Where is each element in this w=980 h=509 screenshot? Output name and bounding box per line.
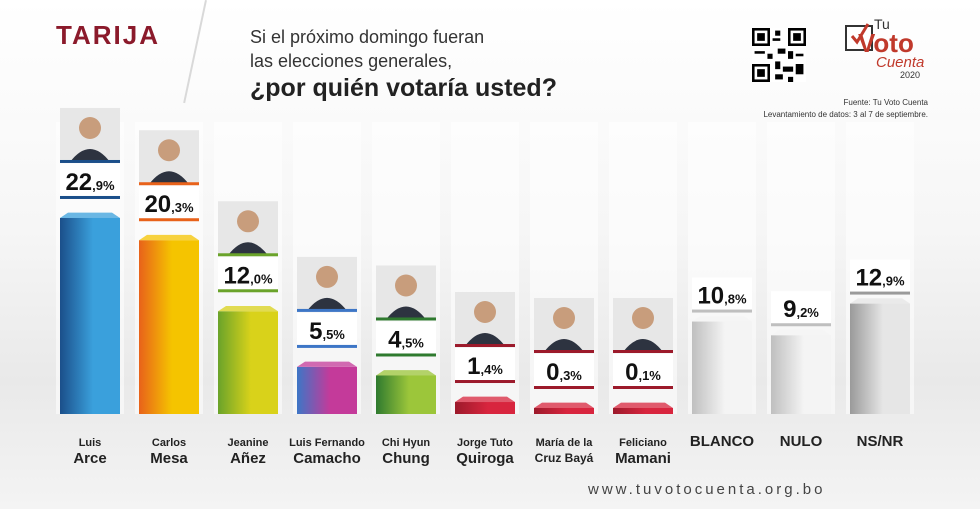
value-label-rule-6 bbox=[534, 386, 594, 389]
category-label-6: María de la Cruz Bayá bbox=[534, 437, 594, 465]
bar-7 bbox=[613, 408, 673, 414]
bar-top-7 bbox=[613, 402, 673, 408]
category-label-10: NS/NR bbox=[856, 433, 904, 450]
value-label-bg-10 bbox=[850, 259, 910, 294]
bar-1 bbox=[139, 240, 199, 414]
value-label-8: 10,8% bbox=[697, 283, 747, 310]
logo-year: 2020 bbox=[900, 70, 921, 80]
value-label-bg-7 bbox=[613, 354, 673, 388]
bar-top-5 bbox=[455, 396, 515, 403]
website-link[interactable]: www.tuvotocuenta.org.bo bbox=[588, 481, 826, 498]
question-main: ¿por quién votaría usted? bbox=[250, 74, 557, 102]
value-label-rule-5 bbox=[455, 380, 515, 384]
bar-top-6 bbox=[534, 402, 594, 408]
value-label-bg-8 bbox=[692, 277, 752, 312]
category-label-4: Chi Hyun Chung bbox=[381, 437, 431, 467]
value-label-bg-5 bbox=[455, 348, 515, 383]
candidate-photo-0 bbox=[60, 107, 120, 163]
value-label-7: 0,1% bbox=[625, 359, 661, 386]
value-label-9: 9,2% bbox=[783, 296, 819, 323]
tu-voto-cuenta-logo: Tu Voto Cuenta 2020 bbox=[844, 14, 934, 86]
value-label-5: 1,4% bbox=[467, 353, 503, 380]
bar-4 bbox=[376, 375, 436, 414]
bar-top-4 bbox=[376, 370, 436, 376]
category-label-1: Carlos Mesa bbox=[150, 437, 188, 467]
candidate-photo-1 bbox=[139, 130, 199, 186]
question-line-2: las elecciones generales, bbox=[250, 51, 453, 71]
candidate-photo-6 bbox=[534, 298, 594, 353]
bar-top-1 bbox=[139, 234, 199, 241]
candidate-photo-5 bbox=[455, 292, 515, 348]
category-label-0: Luis Arce bbox=[73, 437, 107, 467]
candidate-photo-4 bbox=[376, 265, 436, 321]
bar-top-0 bbox=[60, 212, 120, 218]
bar-3 bbox=[297, 366, 357, 414]
candidate-photo-2 bbox=[218, 201, 278, 257]
category-label-8: BLANCO bbox=[689, 433, 755, 450]
candidate-photo-3 bbox=[297, 256, 357, 312]
bar-top-2 bbox=[218, 305, 278, 312]
bar-5 bbox=[455, 402, 515, 414]
bar-top-10 bbox=[850, 298, 910, 304]
value-label-bg-4 bbox=[376, 321, 436, 356]
value-label-0: 22,9% bbox=[65, 169, 115, 196]
value-label-bg-0 bbox=[60, 163, 120, 198]
value-label-rule-10 bbox=[850, 291, 910, 295]
value-label-rule-7 bbox=[613, 386, 673, 389]
value-label-1: 20,3% bbox=[144, 191, 194, 218]
source-line: Fuente: Tu Voto Cuenta bbox=[843, 98, 928, 107]
bar-6 bbox=[534, 408, 594, 414]
question-line-1: Si el próximo domingo fueran bbox=[250, 27, 485, 47]
value-label-10: 12,9% bbox=[855, 265, 905, 292]
value-label-bg-1 bbox=[139, 186, 199, 221]
logo-tu: Tu bbox=[874, 16, 890, 32]
ballot-box-icon bbox=[845, 23, 873, 51]
bar-10 bbox=[850, 303, 910, 414]
value-label-3: 5,5% bbox=[309, 318, 345, 345]
value-label-bg-9 bbox=[771, 291, 831, 326]
category-label-9: NULO bbox=[779, 433, 823, 450]
bar-8 bbox=[692, 321, 752, 414]
logo-voto: Voto bbox=[858, 28, 914, 58]
value-label-bg-2 bbox=[218, 257, 278, 292]
bar-top-8 bbox=[692, 316, 752, 322]
bar-9 bbox=[771, 335, 831, 414]
value-label-bg-3 bbox=[297, 312, 357, 347]
category-label-5: Jorge Tuto Quiroga bbox=[456, 437, 514, 467]
value-label-rule-3 bbox=[297, 344, 357, 348]
value-label-rule-0 bbox=[60, 195, 120, 199]
survey-dates: Levantamiento de datos: 3 al 7 de septie… bbox=[763, 110, 928, 119]
bar-0 bbox=[60, 217, 120, 414]
qr-code-icon[interactable] bbox=[752, 28, 806, 82]
value-label-6: 0,3% bbox=[546, 359, 582, 386]
candidate-photo-7 bbox=[613, 298, 673, 353]
value-label-4: 4,5% bbox=[388, 326, 424, 353]
category-label-2: Jeanine Añez bbox=[227, 437, 269, 467]
bar-top-9 bbox=[771, 329, 831, 336]
value-label-2: 12,0% bbox=[223, 262, 273, 289]
bar-2 bbox=[218, 311, 278, 414]
category-label-7: Feliciano Mamani bbox=[615, 437, 671, 467]
logo-cuenta: Cuenta bbox=[876, 54, 925, 71]
value-label-rule-2 bbox=[218, 289, 278, 293]
value-label-rule-4 bbox=[376, 353, 436, 357]
value-label-rule-8 bbox=[692, 309, 752, 313]
value-label-rule-9 bbox=[771, 323, 831, 327]
category-label-3: Luis Fernando Camacho bbox=[289, 437, 365, 467]
value-label-rule-1 bbox=[139, 218, 199, 222]
bar-top-3 bbox=[297, 361, 357, 367]
value-label-bg-6 bbox=[534, 354, 594, 388]
region-title: TARIJA bbox=[56, 20, 160, 50]
